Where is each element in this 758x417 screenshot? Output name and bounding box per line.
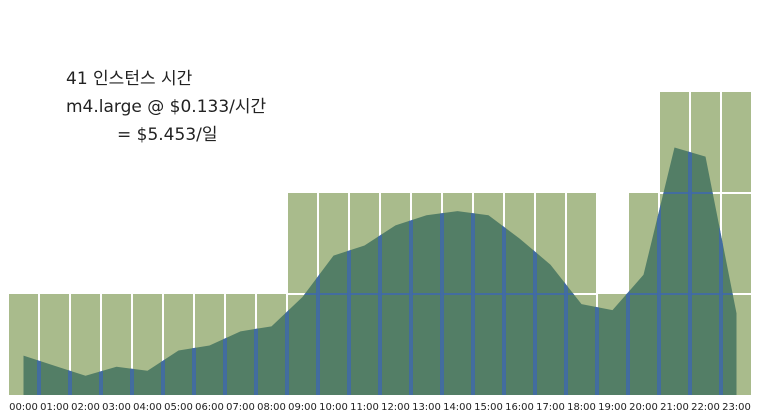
annotation: 41 인스턴스 시간 [66,69,193,89]
x-tick-label: 01:00 [40,402,69,413]
x-tick-label: 06:00 [195,402,224,413]
x-tick-label: 20:00 [629,402,658,413]
x-tick-label: 10:00 [319,402,348,413]
x-tick-label: 19:00 [598,402,627,413]
area [23,147,737,395]
annotation: = $5.453/일 [117,125,218,145]
labels: 00:00 01:00 02:00 03:00 04:00 05:00 06:00 07:00… [9,402,751,413]
annotation: m4.large @ $0.133/시간 [66,97,267,117]
x-tick-label: 08:00 [257,402,286,413]
x-tick-label: 15:00 [474,402,503,413]
x-tick-label: 04:00 [133,402,162,413]
x-tick-label: 18:00 [567,402,596,413]
x-tick-label: 05:00 [164,402,193,413]
x-tick-label: 07:00 [226,402,255,413]
x-tick-label: 23:00 [722,402,751,413]
x-tick-label: 13:00 [412,402,441,413]
x-tick-label: 22:00 [691,402,720,413]
x-tick-label: 03:00 [102,402,131,413]
x-tick-label: 14:00 [443,402,472,413]
x-tick-label: 02:00 [71,402,100,413]
x-tick-label: 16:00 [505,402,534,413]
x-tick-label: 17:00 [536,402,565,413]
x-tick-label: 09:00 [288,402,317,413]
x-tick-label: 21:00 [660,402,689,413]
x-tick-label: 00:00 [9,402,38,413]
x-tick-label: 11:00 [350,402,379,413]
area-layer [23,147,737,395]
x-tick-label: 12:00 [381,402,410,413]
